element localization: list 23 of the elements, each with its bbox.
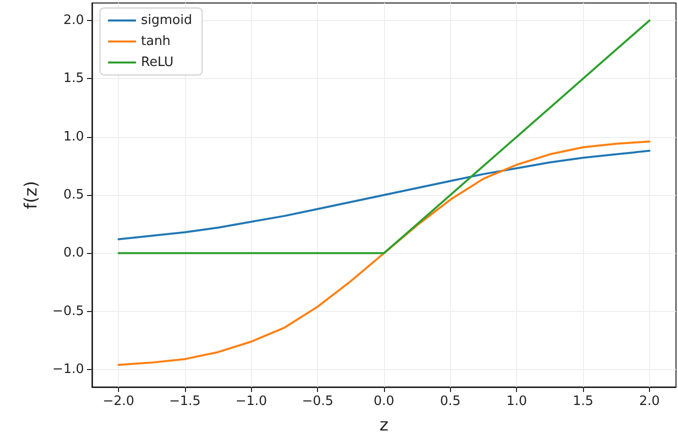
x-tick-label: 1.5 bbox=[572, 394, 594, 409]
x-tick-label: 1.0 bbox=[506, 394, 528, 409]
x-tick-label: −1.0 bbox=[235, 394, 268, 409]
y-tick-label: −1.0 bbox=[52, 362, 84, 378]
x-tick-label: −2.0 bbox=[102, 394, 134, 409]
legend-label: tanh bbox=[141, 34, 171, 49]
legend-label: ReLU bbox=[141, 55, 174, 70]
x-tick-label: 2.0 bbox=[639, 394, 660, 409]
x-tick-label: −1.5 bbox=[169, 394, 201, 409]
y-tick-label: 0.5 bbox=[63, 188, 84, 202]
legend-label: sigmoid bbox=[141, 13, 192, 28]
y-axis-title: f(z) bbox=[22, 180, 42, 210]
x-tick-label: 0.0 bbox=[374, 394, 394, 409]
x-tick-label: −0.5 bbox=[302, 394, 334, 409]
line-series bbox=[118, 150, 650, 240]
x-tick-label: 0.5 bbox=[440, 394, 461, 409]
y-tick-label: 0.0 bbox=[63, 246, 84, 261]
y-tick-label: −0.5 bbox=[52, 304, 84, 319]
y-tick-label: 2.0 bbox=[63, 12, 84, 28]
y-tick-label: 1.0 bbox=[63, 129, 84, 144]
y-tick-label: 1.5 bbox=[63, 71, 84, 86]
x-axis-title: z bbox=[380, 416, 389, 436]
line-series bbox=[118, 140, 650, 366]
